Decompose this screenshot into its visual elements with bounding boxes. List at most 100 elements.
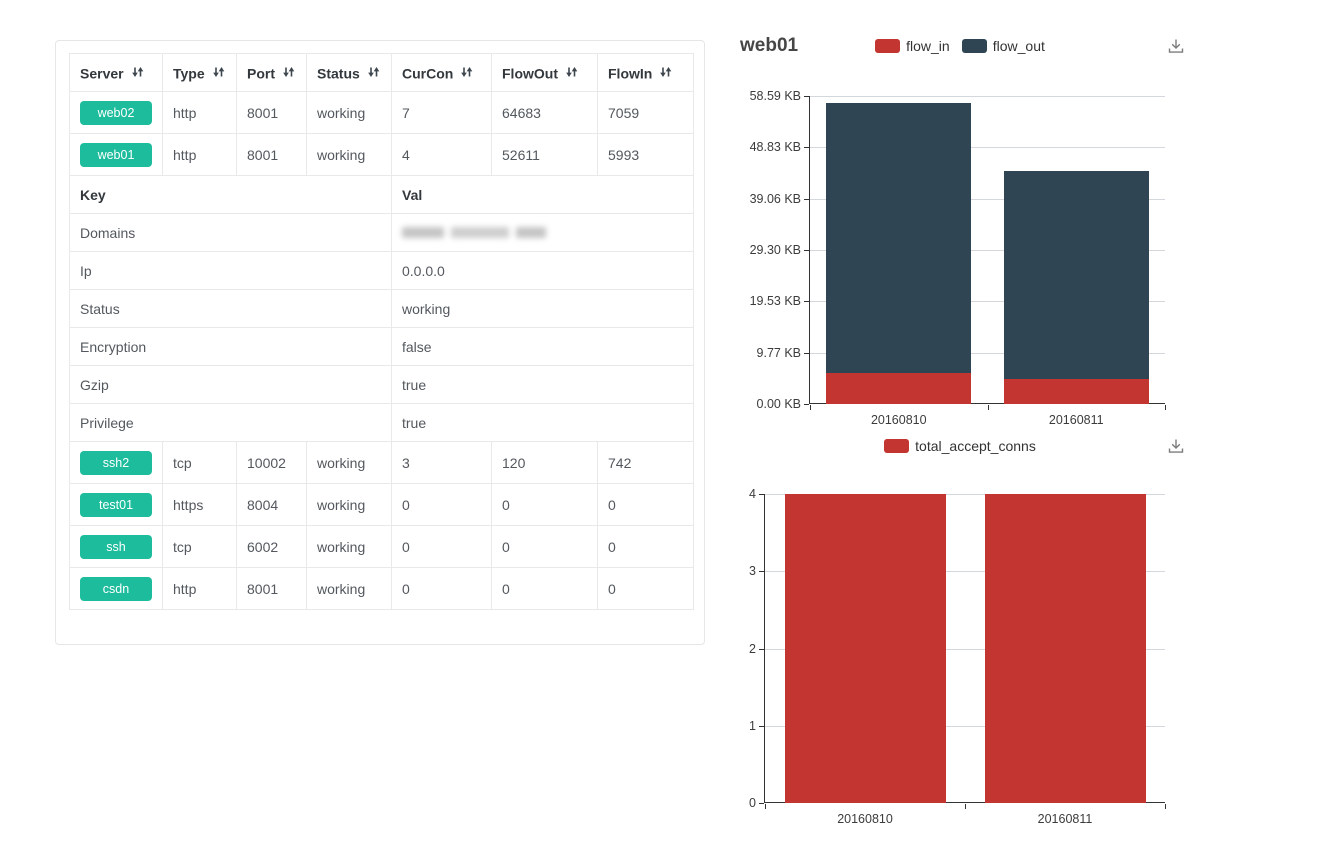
detail-key-header: Key	[69, 175, 392, 214]
legend-item-total-accept-conns[interactable]: total_accept_conns	[884, 438, 1036, 454]
bar-flow_in-20160811	[1003, 379, 1149, 404]
server-row-web02: web02 http 8001 working 7 64683 7059	[69, 91, 694, 134]
detail-value: true	[391, 403, 694, 442]
cell-flowin: 0	[597, 483, 694, 526]
legend-item-flow-in[interactable]: flow_in	[875, 38, 950, 54]
y-tick-label: 39.06 KB	[749, 191, 801, 206]
chart-title: web01	[740, 35, 799, 56]
cell-flowin: 5993	[597, 133, 694, 176]
y-axis-tick	[804, 198, 809, 200]
bar-flow_in-20160810	[826, 373, 972, 404]
cell-flowin: 742	[597, 441, 694, 484]
server-table-card: Server Type Port Status CurCon FlowOut F…	[55, 40, 705, 645]
y-tick-label: 0.00 KB	[756, 397, 801, 411]
x-axis-line	[809, 403, 1165, 404]
x-axis-tick	[987, 405, 989, 410]
detail-row-privilege: Privilege true	[69, 403, 694, 442]
sort-icon	[131, 66, 143, 77]
server-name-button[interactable]: web01	[80, 142, 152, 167]
download-icon[interactable]	[1165, 436, 1187, 458]
cell-flowout: 0	[491, 567, 598, 610]
detail-value: 0.0.0.0	[391, 251, 694, 290]
detail-key: Encryption	[69, 327, 392, 366]
detail-key: Privilege	[69, 403, 392, 442]
col-header-port[interactable]: Port	[236, 53, 307, 92]
legend-label: total_accept_conns	[915, 438, 1036, 454]
server-name-button[interactable]: ssh2	[80, 450, 152, 475]
gridline	[810, 352, 1165, 354]
col-label: Port	[247, 65, 275, 82]
header-row: Server Type Port Status CurCon FlowOut F…	[69, 53, 694, 92]
detail-key: Status	[69, 289, 392, 328]
y-axis-line	[764, 494, 765, 803]
cell-port: 10002	[236, 441, 307, 484]
x-tick-label: 20160810	[837, 812, 893, 826]
sort-icon	[367, 66, 380, 77]
cell-flowout: 64683	[491, 91, 598, 134]
bar-flow_out-20160810	[826, 103, 972, 374]
server-row-ssh2: ssh2 tcp 10002 working 3 120 742	[69, 441, 694, 484]
flow-chart-plot: 0.00 KB 9.77 KB 19.53 KB 29.30 KB 39.06 KB 48…	[750, 89, 1166, 427]
cell-flowout: 120	[491, 441, 598, 484]
detail-value-redacted	[391, 213, 694, 252]
col-header-flowin[interactable]: FlowIn	[597, 53, 694, 92]
legend-item-flow-out[interactable]: flow_out	[961, 38, 1045, 54]
cell-curcon: 0	[391, 483, 492, 526]
flow-chart: web01 flow_in flow_out 0.00 KB 9.77 KB 19.…	[730, 25, 1190, 427]
download-icon[interactable]	[1165, 36, 1187, 58]
detail-row-encryption: Encryption false	[69, 327, 694, 366]
gridline	[765, 725, 1165, 727]
x-axis-tick	[1165, 405, 1166, 410]
gridline	[765, 648, 1165, 650]
col-label: FlowIn	[608, 65, 653, 82]
cell-server: test01	[69, 483, 163, 526]
cell-status: working	[306, 441, 392, 484]
cell-curcon: 3	[391, 441, 492, 484]
cell-flowin: 0	[597, 567, 694, 610]
gridline	[765, 571, 1165, 573]
cell-flowin: 0	[597, 525, 694, 568]
cell-server: web01	[69, 133, 163, 176]
cell-status: working	[306, 525, 392, 568]
cell-type: http	[162, 567, 237, 610]
server-name-button[interactable]: csdn	[80, 576, 152, 601]
y-axis-line	[809, 96, 810, 404]
legend-label: flow_in	[906, 38, 950, 54]
y-axis-tick	[804, 301, 809, 303]
y-axis-tick	[759, 571, 764, 573]
detail-row-gzip: Gzip true	[69, 365, 694, 404]
bar-flow_out-20160811	[1003, 170, 1149, 380]
cell-port: 8004	[236, 483, 307, 526]
server-name-button[interactable]: test01	[80, 492, 152, 517]
gridline	[810, 301, 1165, 303]
conns-chart: total_accept_conns 0 1 2 3 4 20160810 20160811	[730, 425, 1190, 845]
sort-icon	[212, 66, 224, 77]
cell-status: working	[306, 483, 392, 526]
detail-val-header: Val	[391, 175, 694, 214]
legend-swatch-flow-in	[875, 39, 901, 53]
cell-curcon: 0	[391, 567, 492, 610]
x-tick-label: 20160811	[1037, 812, 1093, 826]
servers-table: Server Type Port Status CurCon FlowOut F…	[69, 53, 694, 610]
bar-total_accept_conns-20160810	[784, 494, 946, 803]
col-header-server[interactable]: Server	[69, 53, 163, 92]
gridline	[810, 250, 1165, 251]
y-tick-label: 58.59 KB	[749, 89, 801, 103]
col-header-flowout[interactable]: FlowOut	[491, 53, 598, 92]
server-name-button[interactable]: ssh	[80, 534, 152, 559]
detail-row-status: Status working	[69, 289, 694, 328]
y-axis-tick	[759, 494, 764, 495]
cell-status: working	[306, 91, 392, 134]
legend-swatch-total-accept-conns	[884, 439, 910, 453]
chart-legend: flow_in flow_out	[730, 38, 1190, 54]
col-header-type[interactable]: Type	[162, 53, 237, 92]
col-label: CurCon	[402, 65, 454, 82]
col-header-status[interactable]: Status	[306, 53, 392, 92]
col-header-curcon[interactable]: CurCon	[391, 53, 492, 92]
y-axis-tick	[759, 725, 764, 727]
cell-server: csdn	[69, 567, 163, 610]
legend-swatch-flow-out	[961, 39, 987, 53]
x-axis-tick	[1165, 804, 1166, 809]
col-label: Type	[173, 65, 205, 82]
server-name-button[interactable]: web02	[80, 100, 152, 125]
